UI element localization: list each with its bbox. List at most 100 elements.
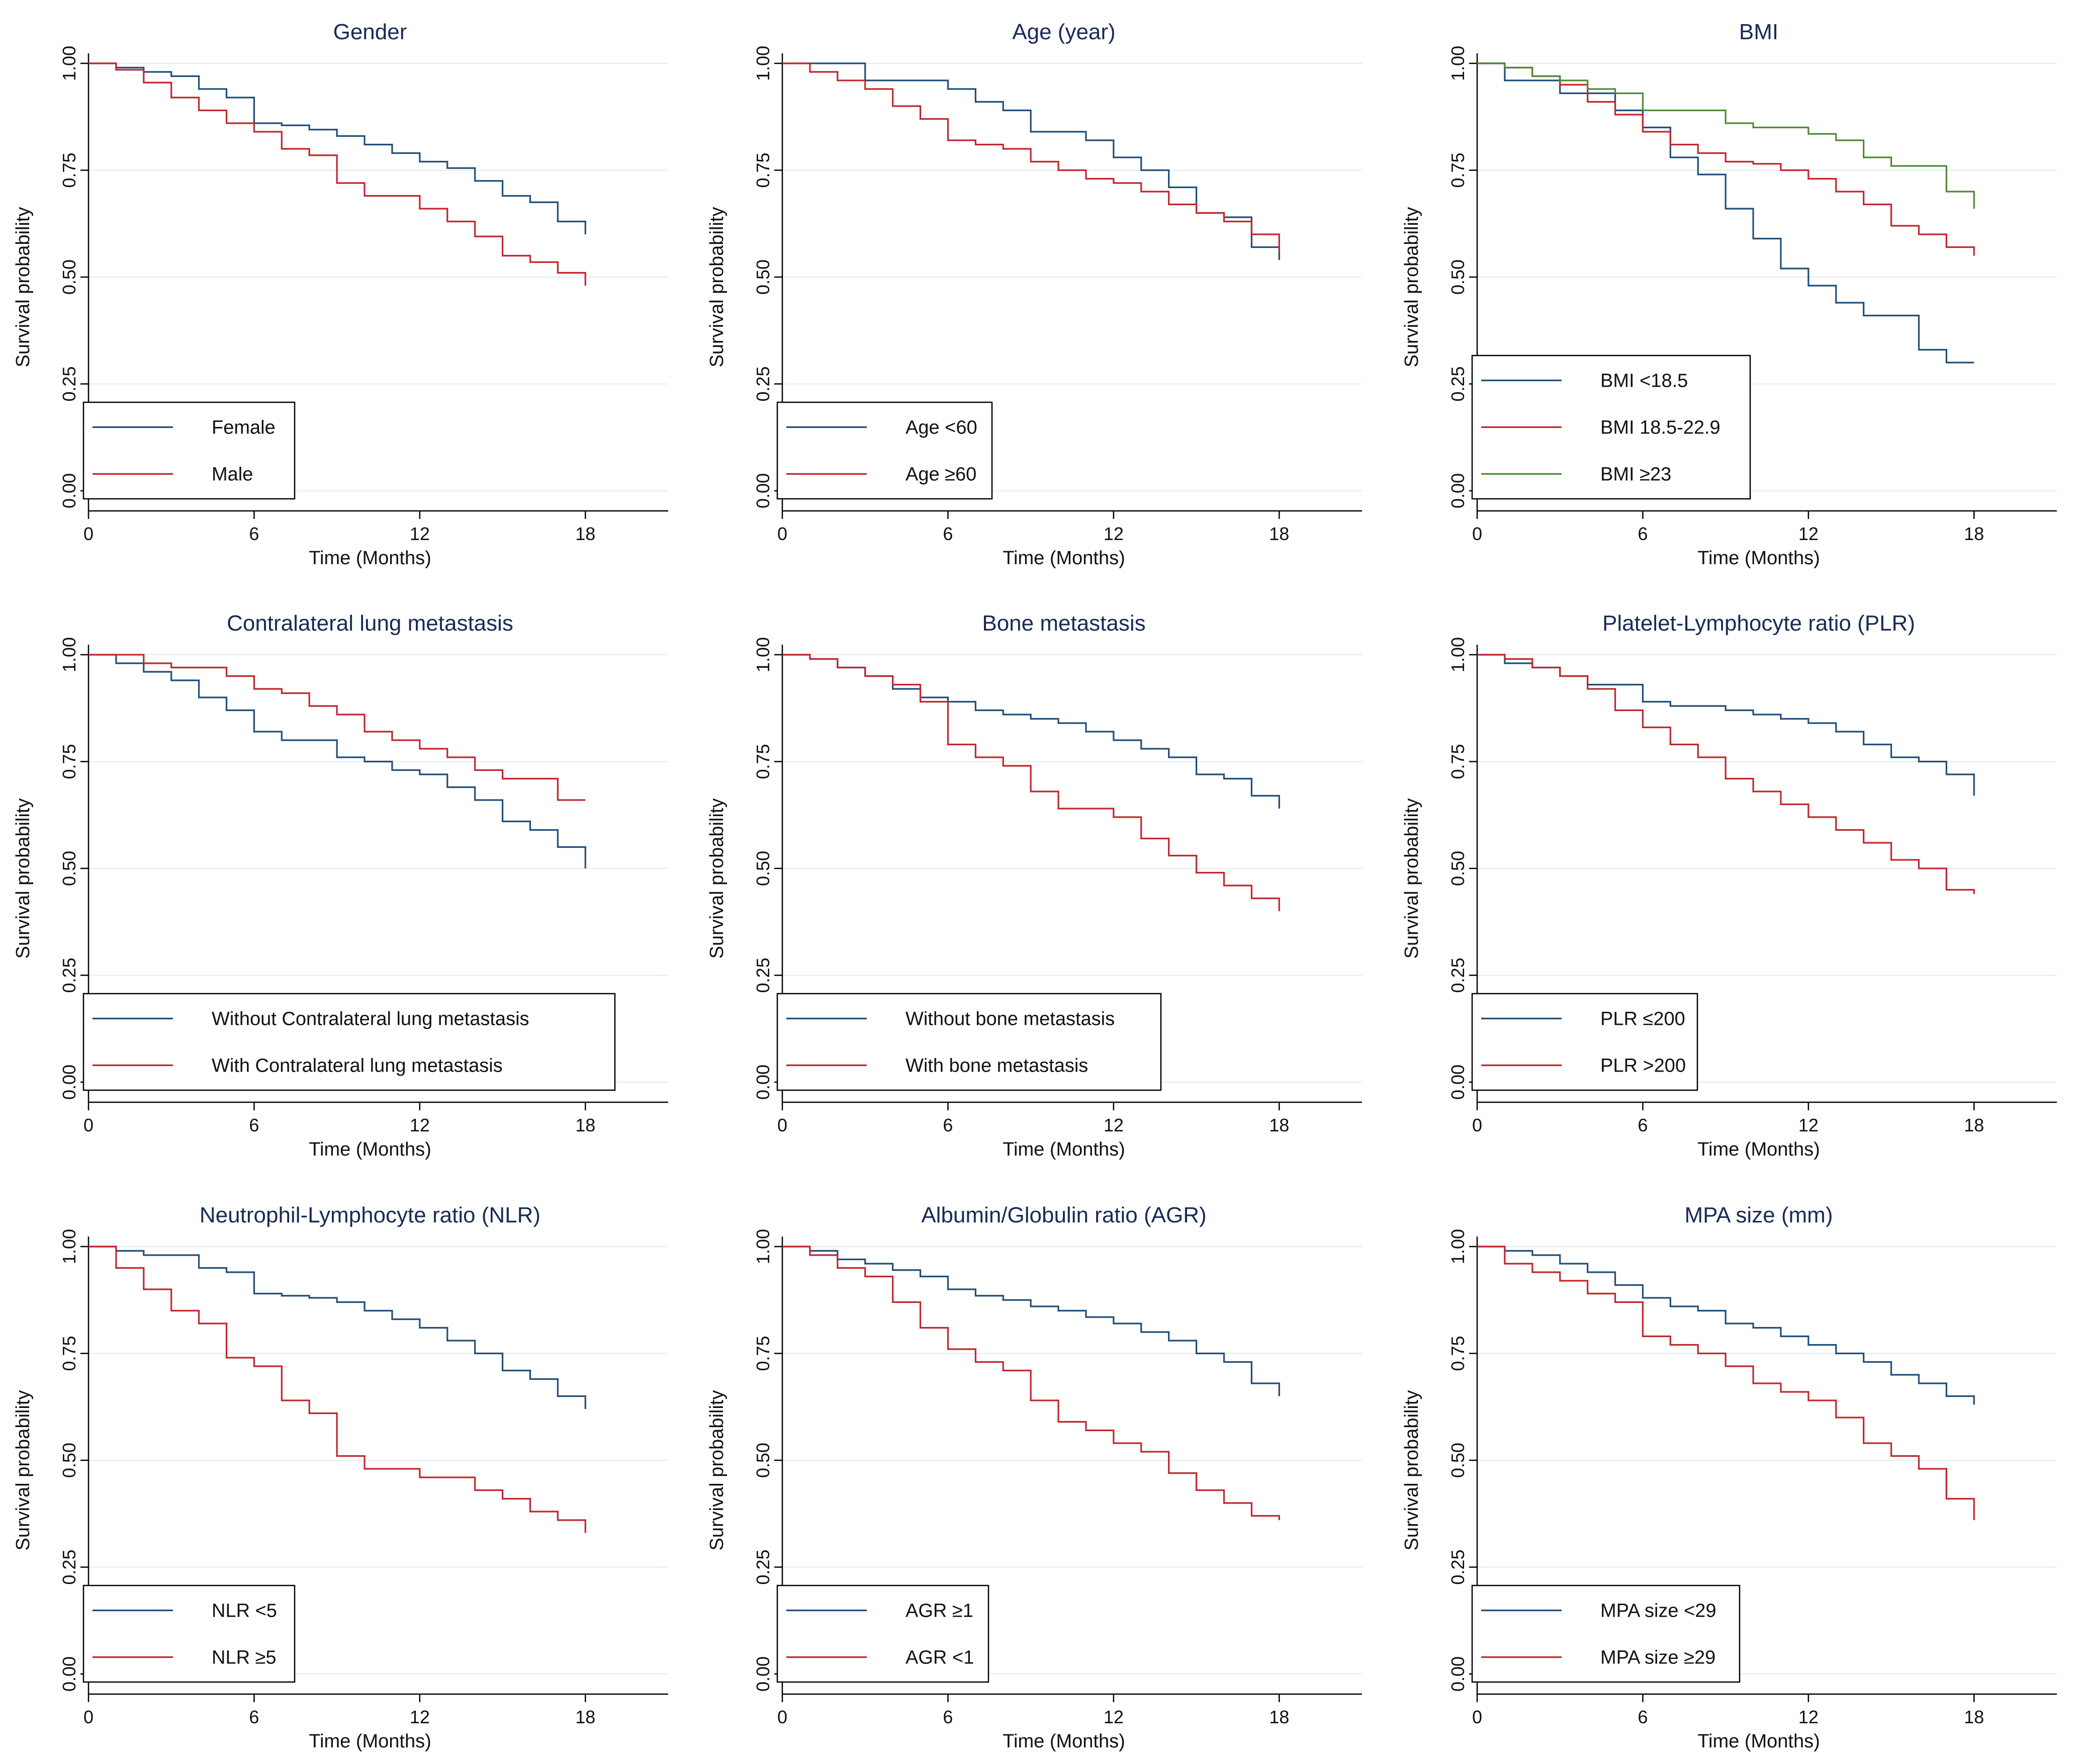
y-axis-label: Survival probability — [1401, 1390, 1422, 1551]
x-tick-label: 18 — [575, 1115, 595, 1135]
y-tick-label: 0.75 — [753, 152, 773, 188]
survival-curve-2 — [1477, 1246, 1975, 1520]
x-tick-label: 6 — [943, 1707, 953, 1727]
y-tick-label: 0.50 — [1447, 851, 1468, 886]
legend: Without Contralateral lung metastasis Wit… — [82, 993, 616, 1091]
chart-title: Neutrophil-Lymphocyte ratio (NLR) — [200, 1203, 540, 1227]
x-axis-label: Time (Months) — [309, 548, 431, 569]
y-axis-label: Survival probability — [706, 1390, 728, 1551]
legend-label: Age ≥60 — [906, 464, 976, 485]
x-tick-label: 0 — [1472, 1115, 1482, 1135]
x-tick-label: 0 — [777, 1707, 787, 1727]
legend-box — [776, 1584, 989, 1683]
legend-label: MPA size <29 — [1600, 1601, 1716, 1622]
legend-label: PLR ≤200 — [1600, 1009, 1685, 1030]
y-tick-label: 1.00 — [753, 637, 773, 672]
legend-label: MPA size ≥29 — [1600, 1647, 1715, 1668]
legend-label: BMI ≥23 — [1600, 464, 1671, 485]
legend-label: BMI <18.5 — [1600, 371, 1688, 392]
legend-label: AGR <1 — [906, 1647, 974, 1668]
chart-panel-5: Bone metastasis 0.00 0.25 0.50 0.75 1.00 0 6 12 1… — [706, 611, 1362, 1160]
chart-panel-9: MPA size (mm) 0.00 0.25 0.50 0.75 1.00 0 6 12 18 T… — [1401, 1203, 2057, 1752]
y-axis-label: Survival probability — [13, 207, 34, 368]
legend: BMI <18.5 BMI 18.5-22.9 BMI ≥23 — [1471, 355, 1751, 500]
x-tick-label: 6 — [1638, 1707, 1648, 1727]
legend-box — [1471, 1584, 1741, 1683]
chart-title: Age (year) — [1012, 20, 1115, 44]
y-tick-label: 1.00 — [1447, 1229, 1468, 1264]
y-tick-label: 0.25 — [753, 957, 773, 993]
x-tick-label: 18 — [1964, 523, 1984, 544]
y-tick-label: 1.00 — [1447, 46, 1468, 81]
survival-curve-2 — [88, 62, 586, 286]
legend-box — [82, 993, 616, 1091]
survival-curve-2 — [88, 654, 586, 801]
survival-curve-1 — [1477, 1246, 1975, 1405]
chart-panel-1: Gender 0.00 0.25 0.50 0.75 1.00 0 6 12 18 Time (Mo… — [13, 20, 668, 569]
y-tick-label: 0.00 — [59, 1065, 79, 1100]
x-tick-label: 0 — [1472, 1707, 1482, 1727]
legend-label: Age <60 — [906, 417, 977, 438]
x-axis-label: Time (Months) — [1003, 1139, 1125, 1160]
survival-curve-2 — [782, 62, 1280, 251]
legend: AGR ≥1 AGR <1 — [776, 1584, 989, 1683]
y-tick-label: 0.25 — [753, 1549, 773, 1584]
x-axis-label: Time (Months) — [309, 1731, 431, 1752]
x-tick-label: 12 — [1798, 523, 1819, 544]
y-tick-label: 0.25 — [59, 366, 79, 401]
x-tick-label: 6 — [249, 523, 259, 544]
survival-curve-3 — [1477, 62, 1975, 209]
chart-title: Contralateral lung metastasis — [227, 611, 513, 636]
chart-title: Gender — [333, 20, 407, 44]
chart-panel-7: Neutrophil-Lymphocyte ratio (NLR) 0.00 0.2… — [13, 1203, 668, 1752]
legend-label: BMI 18.5-22.9 — [1600, 417, 1721, 438]
y-tick-label: 1.00 — [753, 46, 773, 81]
legend: PLR ≤200 PLR >200 — [1471, 993, 1698, 1091]
x-tick-label: 12 — [1104, 523, 1124, 544]
y-tick-label: 1.00 — [59, 46, 79, 81]
survival-curve-2 — [782, 654, 1280, 911]
legend-label: NLR ≥5 — [212, 1647, 277, 1668]
y-axis-label: Survival probability — [1401, 799, 1422, 959]
legend-label: PLR >200 — [1600, 1055, 1686, 1077]
legend-box — [82, 401, 296, 500]
survival-curve-2 — [1477, 654, 1975, 894]
x-tick-label: 0 — [777, 523, 787, 544]
x-tick-label: 6 — [1638, 1115, 1648, 1135]
survival-curve-2 — [88, 1246, 586, 1533]
x-axis-label: Time (Months) — [309, 1139, 431, 1160]
y-tick-label: 0.75 — [1447, 744, 1468, 779]
legend-box — [82, 1584, 296, 1683]
x-tick-label: 0 — [83, 1707, 94, 1727]
y-tick-label: 0.25 — [59, 1549, 79, 1584]
y-tick-label: 0.50 — [753, 259, 773, 295]
y-tick-label: 0.00 — [753, 1065, 773, 1100]
y-tick-label: 0.00 — [59, 473, 79, 508]
y-tick-label: 0.75 — [1447, 152, 1468, 188]
y-tick-label: 0.50 — [753, 851, 773, 886]
legend-label: AGR ≥1 — [906, 1601, 973, 1622]
x-tick-label: 12 — [1104, 1707, 1124, 1727]
legend-label: Without Contralateral lung metastasis — [212, 1009, 529, 1030]
x-tick-label: 18 — [1964, 1707, 1984, 1727]
y-tick-label: 0.75 — [59, 152, 79, 188]
y-tick-label: 0.50 — [59, 1443, 79, 1478]
x-tick-label: 18 — [1964, 1115, 1984, 1135]
y-tick-label: 0.50 — [1447, 1443, 1468, 1478]
legend-box — [776, 993, 1162, 1091]
y-tick-label: 0.00 — [1447, 1656, 1468, 1692]
y-tick-label: 0.50 — [1447, 259, 1468, 295]
y-tick-label: 0.25 — [1447, 957, 1468, 993]
survival-curve-1 — [1477, 62, 1974, 364]
x-axis-label: Time (Months) — [1697, 1731, 1820, 1752]
legend: NLR <5 NLR ≥5 — [82, 1584, 296, 1683]
legend-label: NLR <5 — [212, 1601, 277, 1622]
legend-box — [776, 401, 993, 500]
x-axis-label: Time (Months) — [1003, 548, 1125, 569]
survival-curve-1 — [88, 1246, 586, 1409]
y-axis-label: Survival probability — [13, 799, 34, 959]
survival-curve-1 — [88, 654, 586, 868]
survival-curve-1 — [782, 1246, 1280, 1396]
y-tick-label: 0.50 — [59, 259, 79, 295]
